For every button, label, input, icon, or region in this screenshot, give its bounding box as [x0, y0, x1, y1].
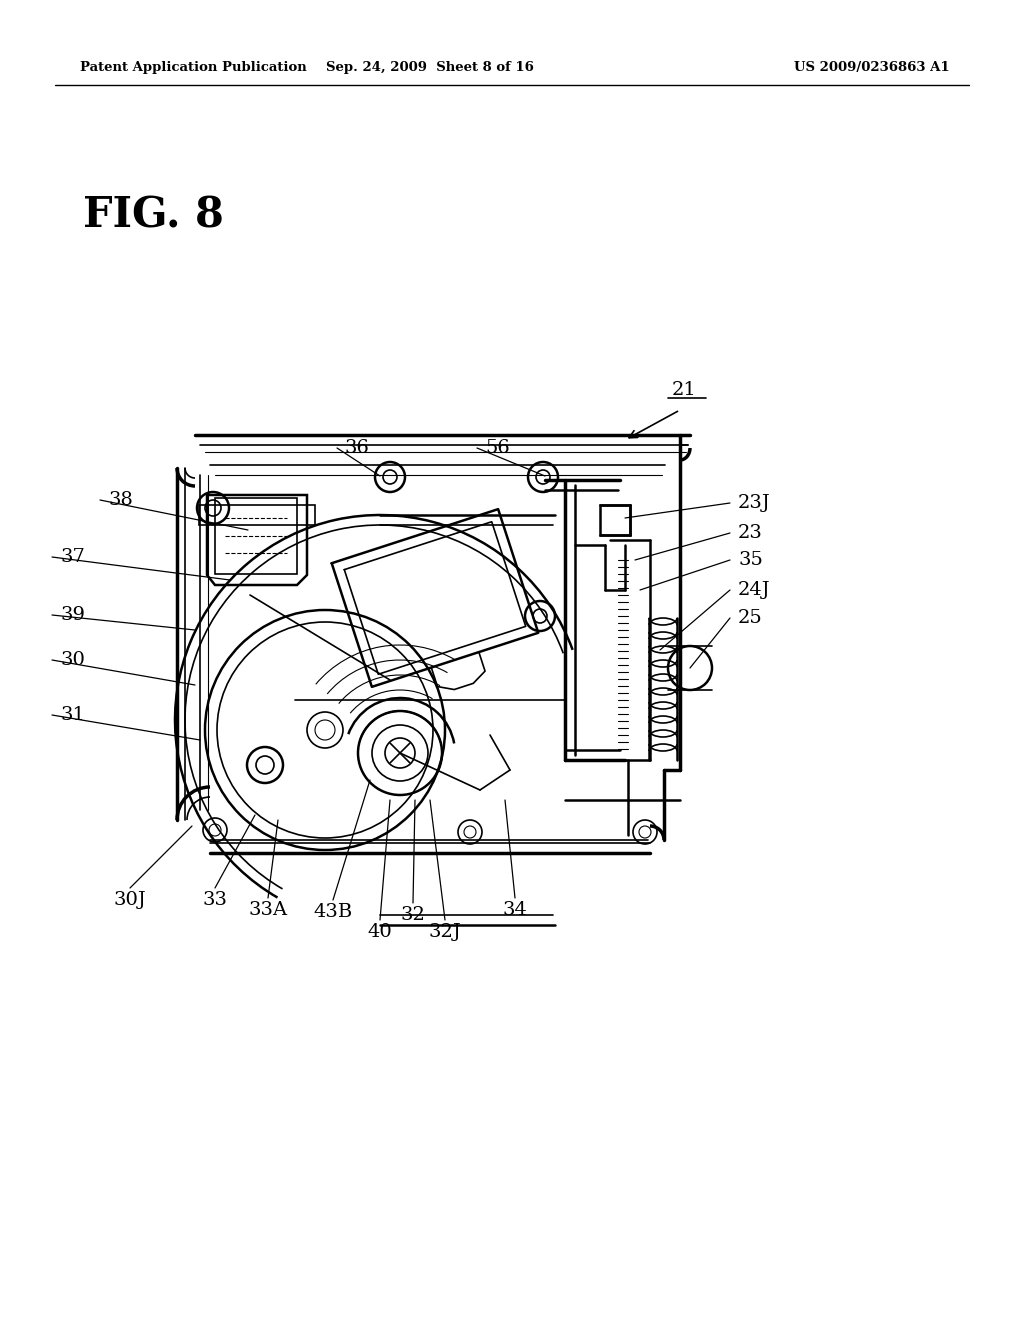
Text: Sep. 24, 2009  Sheet 8 of 16: Sep. 24, 2009 Sheet 8 of 16: [326, 62, 534, 74]
Text: 36: 36: [345, 440, 370, 457]
Text: 33A: 33A: [249, 902, 288, 919]
Text: 43B: 43B: [313, 903, 352, 921]
Text: 33: 33: [203, 891, 227, 909]
Text: 40: 40: [368, 923, 392, 941]
Text: 56: 56: [485, 440, 510, 457]
Text: 39: 39: [60, 606, 85, 624]
Text: 32: 32: [400, 906, 425, 924]
Text: US 2009/0236863 A1: US 2009/0236863 A1: [795, 62, 950, 74]
Text: 30J: 30J: [114, 891, 146, 909]
Text: 23J: 23J: [738, 494, 771, 512]
Text: 32J: 32J: [429, 923, 462, 941]
Text: FIG. 8: FIG. 8: [83, 194, 224, 236]
Text: 24J: 24J: [738, 581, 771, 599]
Text: 31: 31: [60, 706, 85, 723]
Text: 30: 30: [60, 651, 85, 669]
Text: 25: 25: [738, 609, 763, 627]
Text: 34: 34: [503, 902, 527, 919]
Text: 35: 35: [738, 550, 763, 569]
Text: Patent Application Publication: Patent Application Publication: [80, 62, 307, 74]
Text: 23: 23: [738, 524, 763, 543]
Text: 37: 37: [60, 548, 85, 566]
Text: 38: 38: [108, 491, 133, 510]
Text: 21: 21: [672, 381, 696, 399]
